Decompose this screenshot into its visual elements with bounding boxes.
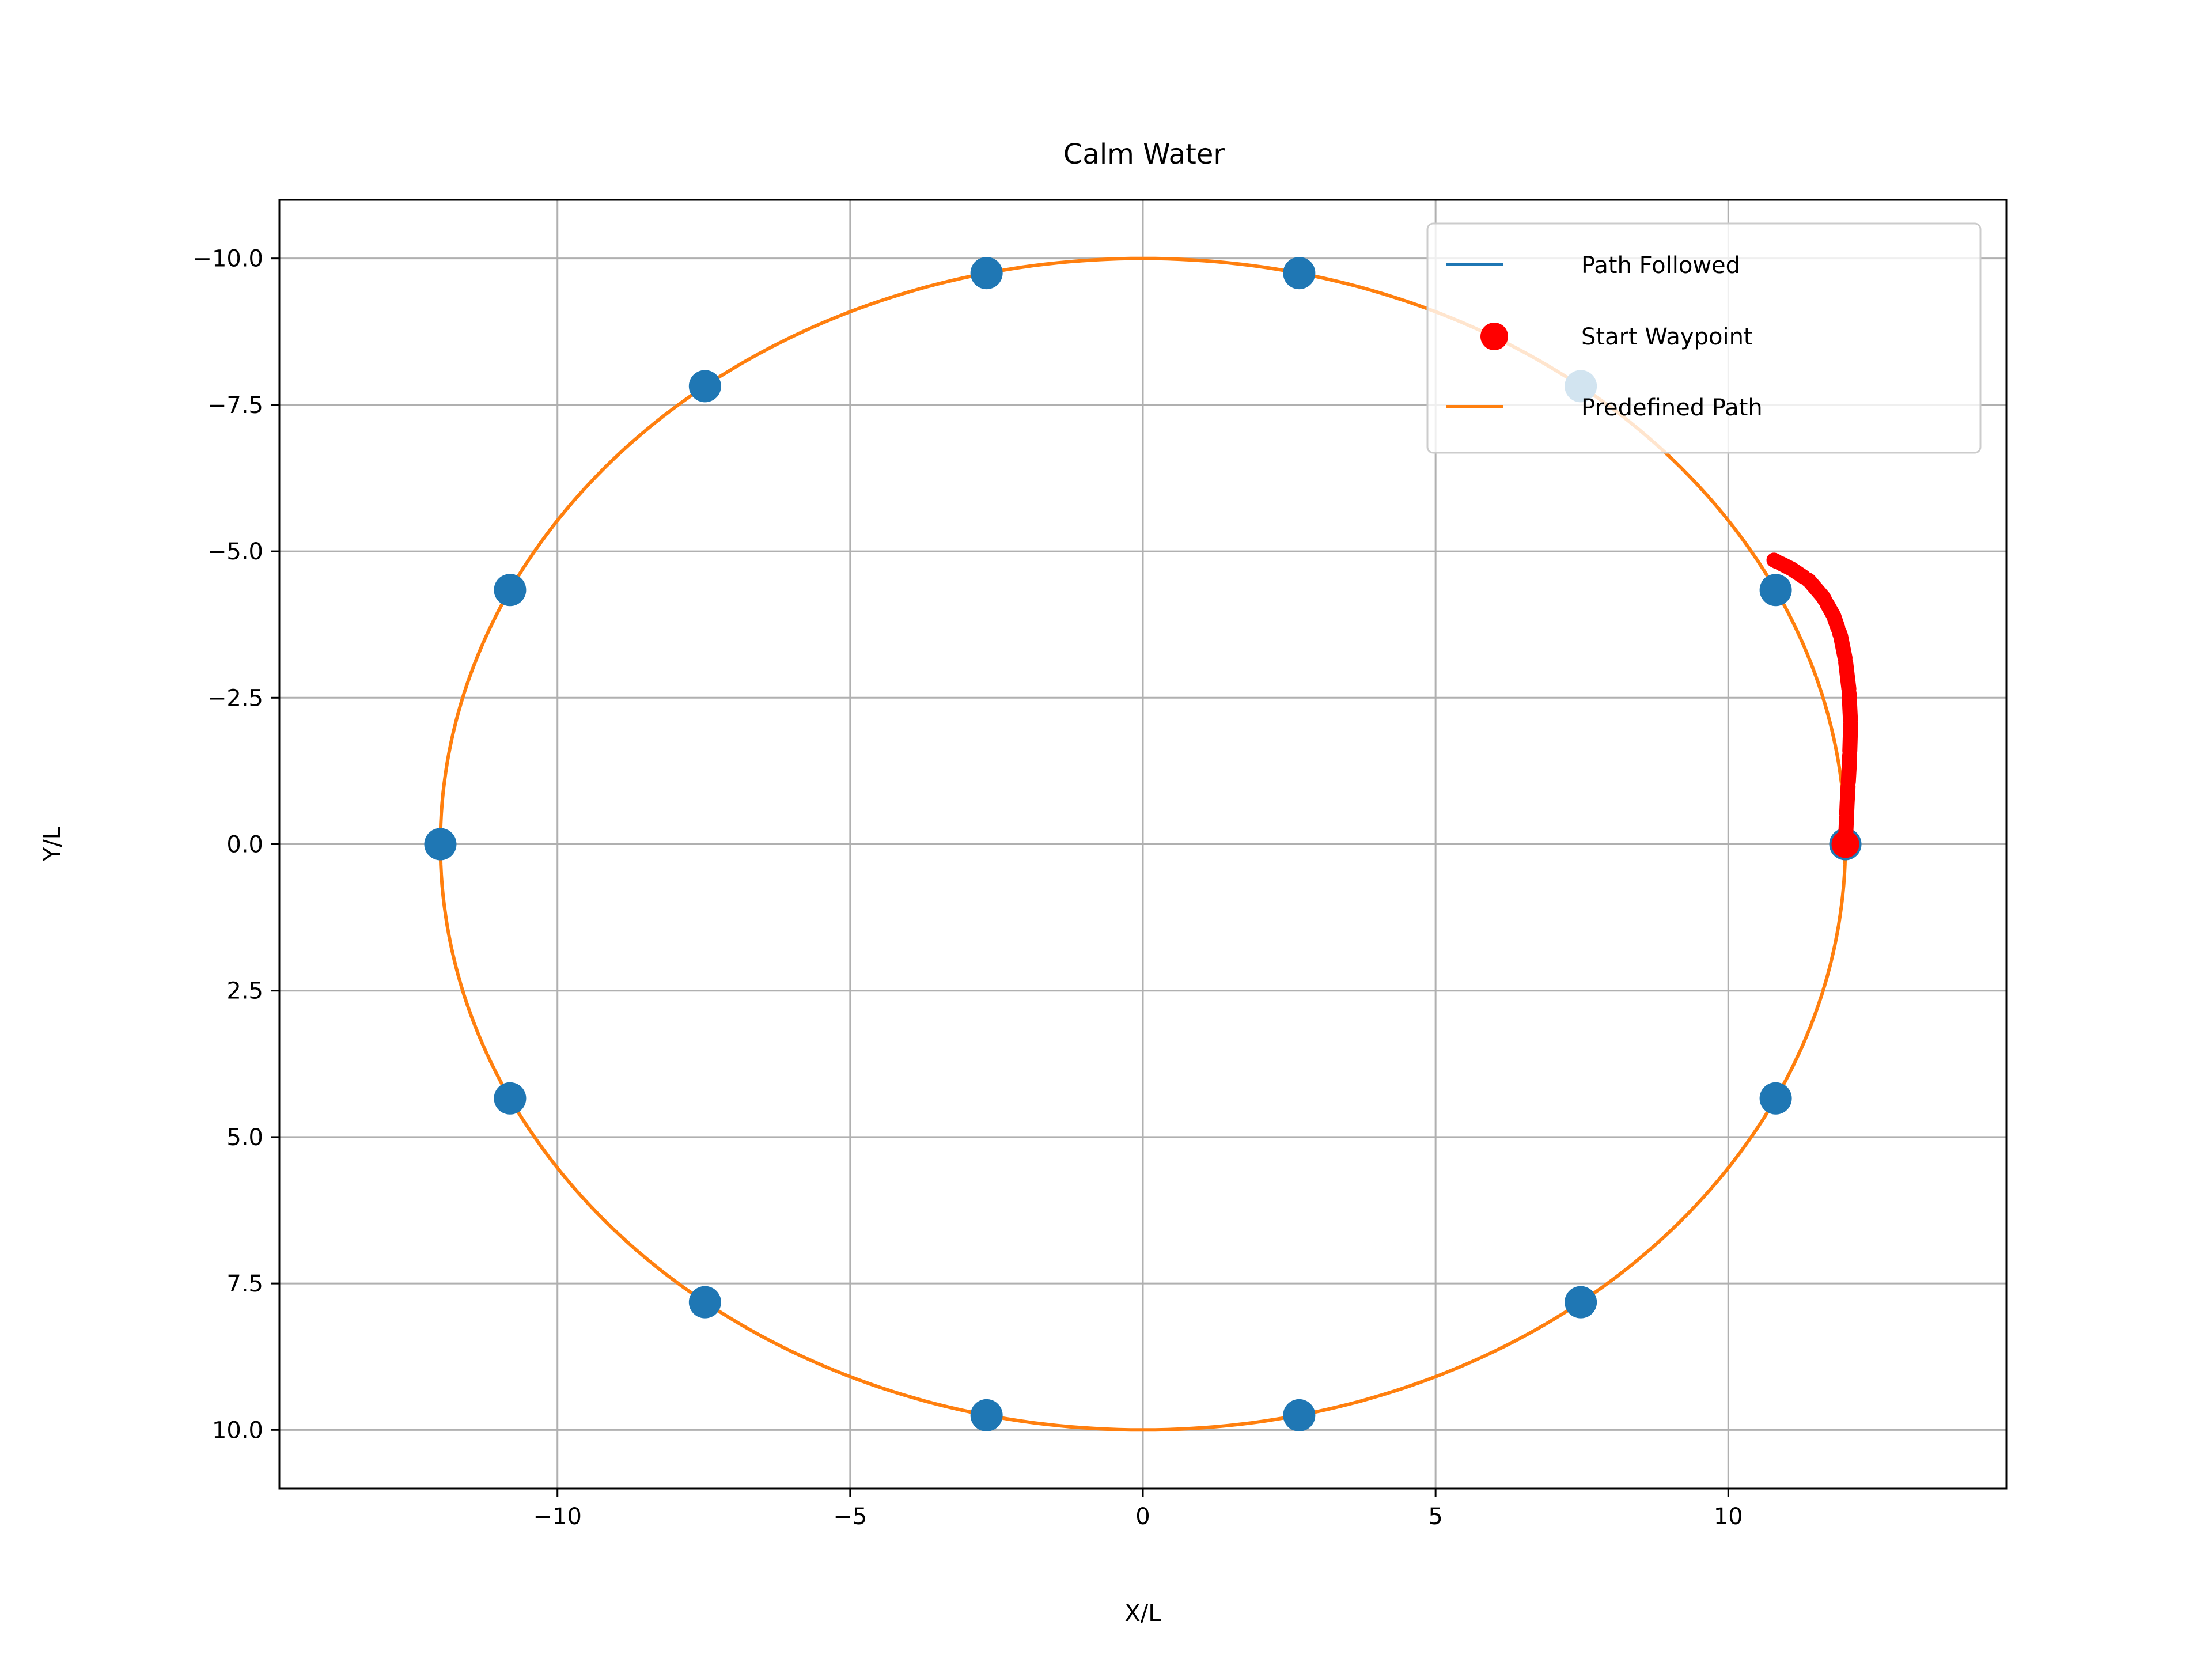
y-tick-label: −7.5: [207, 392, 263, 419]
chart-title: Calm Water: [1063, 138, 1225, 171]
y-tick-label: 10.0: [212, 1417, 263, 1444]
legend: Path Followed Start Waypoint Predefined …: [1426, 222, 1982, 454]
x-tick-label: 0: [1135, 1503, 1150, 1530]
waypoint-marker: [424, 828, 457, 861]
legend-box: [1426, 222, 1982, 454]
x-tick-label: 5: [1428, 1503, 1442, 1530]
x-tick-label: −5: [833, 1503, 867, 1530]
y-tick-label: 0.0: [226, 832, 263, 858]
y-tick-label: 7.5: [226, 1271, 263, 1297]
y-tick-label: −10.0: [192, 246, 263, 272]
legend-path-followed-label: Path Followed: [1581, 252, 1740, 279]
y-axis-ticks: −10.0 −7.5 −5.0 −2.5 0.0 2.5 5.0 7.5 10.0: [192, 246, 279, 1444]
waypoint-marker: [1283, 1399, 1316, 1431]
legend-predefined-path-label: Predefined Path: [1581, 395, 1763, 421]
x-tick-label: 10: [1714, 1503, 1743, 1530]
waypoint-marker: [1283, 257, 1316, 290]
legend-start-waypoint-label: Start Waypoint: [1581, 324, 1753, 350]
tracking-overlay-line: [1766, 552, 1858, 852]
waypoint-marker: [494, 574, 527, 607]
waypoint-marker: [494, 1082, 527, 1115]
y-tick-label: 5.0: [226, 1124, 263, 1151]
y-tick-label: −5.0: [207, 539, 263, 565]
x-axis-ticks: −10 −5 0 5 10: [533, 1488, 1743, 1530]
waypoint-marker: [1759, 1082, 1792, 1115]
waypoint-marker: [970, 257, 1003, 290]
x-tick-label: −10: [533, 1503, 582, 1530]
waypoint-marker: [1565, 1286, 1597, 1319]
y-axis-label: Y/L: [39, 826, 66, 862]
waypoint-marker: [688, 370, 721, 403]
waypoint-marker: [1759, 574, 1792, 607]
x-axis-label: X/L: [1124, 1600, 1161, 1627]
legend-start-waypoint-swatch: [1480, 323, 1508, 350]
start-waypoint-marker: [1831, 830, 1859, 858]
waypoint-marker: [970, 1399, 1003, 1431]
y-tick-label: −2.5: [207, 685, 263, 711]
waypoint-marker: [688, 1286, 721, 1319]
plot-frame: [278, 199, 2008, 1490]
y-tick-label: 2.5: [226, 978, 263, 1005]
